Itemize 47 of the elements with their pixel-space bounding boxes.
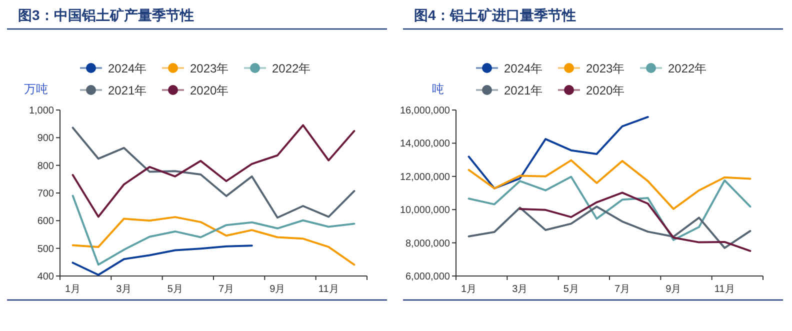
x-tick-label: 3月	[512, 284, 528, 295]
y-axis-title: 万吨	[24, 82, 48, 96]
legend-label: 2020年	[586, 84, 625, 98]
legend-label: 2024年	[504, 62, 543, 76]
legend-label: 2020年	[190, 84, 229, 98]
legend-label: 2024年	[108, 62, 147, 76]
y-tick-label: 800	[37, 160, 54, 172]
y-tick-label: 700	[37, 188, 54, 200]
legend-label: 2023年	[586, 62, 625, 76]
y-tick-label: 1,000	[28, 106, 54, 116]
legend-label: 2021年	[504, 84, 543, 98]
x-tick-label: 5月	[167, 284, 183, 295]
x-tick-label: 11月	[714, 284, 735, 295]
x-tick-label: 7月	[218, 284, 234, 295]
line-series	[468, 206, 752, 249]
line-series	[468, 176, 752, 241]
y-axis-title: 吨	[432, 82, 444, 96]
line-series	[72, 244, 253, 276]
y-tick-label: 6,000,000	[406, 272, 450, 282]
y-tick-label: 10,000,000	[400, 205, 450, 216]
x-tick-label: 11月	[318, 284, 339, 295]
y-tick-label: 8,000,000	[406, 238, 450, 250]
line-series	[72, 194, 356, 266]
y-tick-label: 900	[37, 133, 54, 144]
line-series	[72, 216, 356, 266]
x-tick-label: 1月	[65, 284, 81, 295]
x-tick-label: 5月	[563, 284, 579, 295]
x-tick-label: 9月	[666, 284, 682, 295]
chart-title: 图3：中国铝土矿产量季节性	[18, 7, 194, 23]
legend-label: 2023年	[190, 62, 229, 76]
x-tick-label: 9月	[270, 284, 286, 295]
y-tick-label: 12,000,000	[400, 172, 450, 183]
line-series	[468, 159, 752, 210]
legend-label: 2022年	[272, 62, 311, 76]
x-tick-label: 3月	[116, 284, 132, 295]
x-tick-label: 7月	[614, 284, 630, 295]
y-tick-label: 400	[37, 272, 54, 282]
legend-label: 2021年	[108, 84, 147, 98]
y-tick-label: 500	[37, 244, 54, 255]
y-tick-label: 14,000,000	[400, 138, 450, 150]
y-tick-label: 600	[37, 216, 54, 228]
y-tick-label: 16,000,000	[400, 106, 450, 116]
legend-label: 2022年	[668, 62, 707, 76]
chart-title: 图4：铝土矿进口量季节性	[414, 7, 576, 23]
line-series	[518, 192, 752, 252]
x-tick-label: 1月	[461, 284, 477, 295]
line-series	[468, 116, 649, 190]
